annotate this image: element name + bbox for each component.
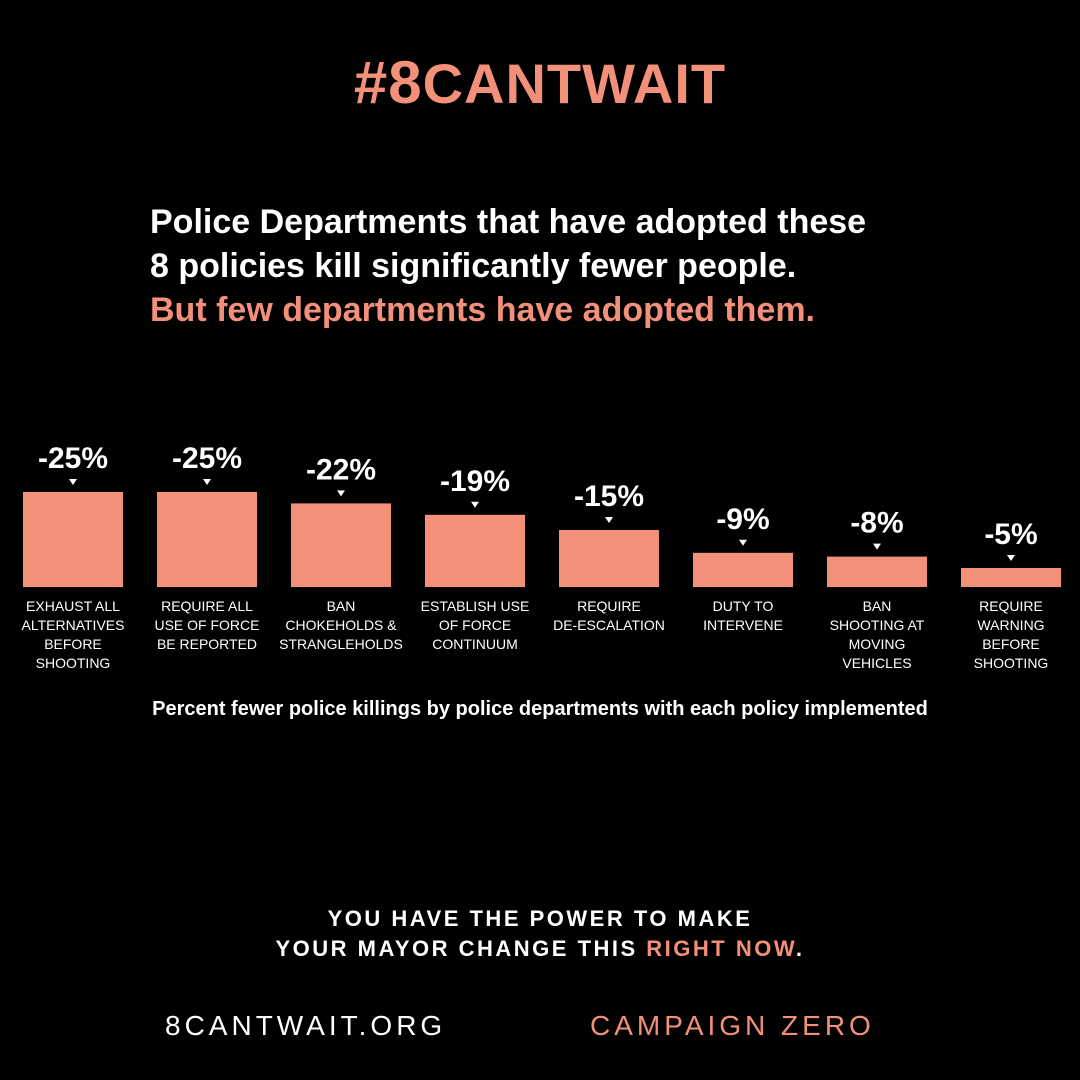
chart-caption: Percent fewer police killings by police … xyxy=(152,698,928,720)
data-label-3: -22% xyxy=(306,453,376,486)
hashtag-rest: CANTWAIT xyxy=(422,52,727,115)
data-label-6: -9% xyxy=(716,503,769,536)
bar-7 xyxy=(827,556,927,587)
category-label-4: ESTABLISH USE OF FORCE CONTINUUM xyxy=(420,598,530,652)
call-to-action-line-1: YOU HAVE THE POWER TO MAKE xyxy=(327,906,753,931)
category-label-7: BAN SHOOTING AT MOVING VEHICLES xyxy=(829,598,925,671)
data-label-5: -15% xyxy=(574,480,644,513)
pointer-arrow-8 xyxy=(1007,555,1015,561)
category-label-1: EXHAUST ALL ALTERNATIVES BEFORE SHOOTING xyxy=(21,598,125,671)
bar-8 xyxy=(961,568,1061,587)
data-label-8: -5% xyxy=(984,518,1037,551)
pointer-arrow-2 xyxy=(203,479,211,485)
cta-prefix: YOUR MAYOR CHANGE THIS xyxy=(275,936,647,961)
pointer-arrow-5 xyxy=(605,517,613,523)
organization-name: CAMPAIGN ZERO xyxy=(590,1010,875,1041)
pointer-arrow-3 xyxy=(337,490,345,497)
pointer-arrow-1 xyxy=(69,479,77,485)
headline-line-2: 8 policies kill significantly fewer peop… xyxy=(150,247,797,285)
website-link[interactable]: 8CANTWAIT.ORG xyxy=(165,1010,447,1041)
category-label-2: REQUIRE ALL USE OF FORCE BE REPORTED xyxy=(154,598,260,652)
cta-highlight: RIGHT NOW xyxy=(646,936,796,961)
category-label-5: REQUIRE DE-ESCALATION xyxy=(553,598,665,633)
category-label-6: DUTY TO INTERVENE xyxy=(703,598,783,633)
pointer-arrow-7 xyxy=(873,543,881,550)
hashtag-prefix: #8 xyxy=(353,49,423,116)
bar-5 xyxy=(559,530,659,587)
bar-1 xyxy=(23,492,123,587)
bar-chart: -25% -25% -22% -19% -15% -9% -8% -5% xyxy=(23,442,1061,587)
cta-suffix: . xyxy=(795,936,805,961)
hashtag-title: #8CANTWAIT xyxy=(0,48,1080,117)
data-label-2: -25% xyxy=(172,442,242,475)
bar-4 xyxy=(425,514,525,587)
pointer-arrow-4 xyxy=(471,501,479,508)
category-label-8: REQUIRE WARNING BEFORE SHOOTING xyxy=(973,598,1049,671)
headline-line-3: But few departments have adopted them. xyxy=(150,291,815,329)
pointer-arrow-6 xyxy=(739,539,747,546)
bar-3 xyxy=(291,503,391,587)
bar-6 xyxy=(693,552,793,587)
data-label-4: -19% xyxy=(440,465,510,498)
data-label-7: -8% xyxy=(850,507,903,540)
category-label-3: BAN CHOKEHOLDS & STRANGLEHOLDS xyxy=(279,598,403,652)
call-to-action-line-2: YOUR MAYOR CHANGE THIS RIGHT NOW. xyxy=(0,936,1080,962)
bar-2 xyxy=(157,492,257,587)
headline-line-1: Police Departments that have adopted the… xyxy=(150,203,867,241)
data-label-1: -25% xyxy=(38,442,108,475)
